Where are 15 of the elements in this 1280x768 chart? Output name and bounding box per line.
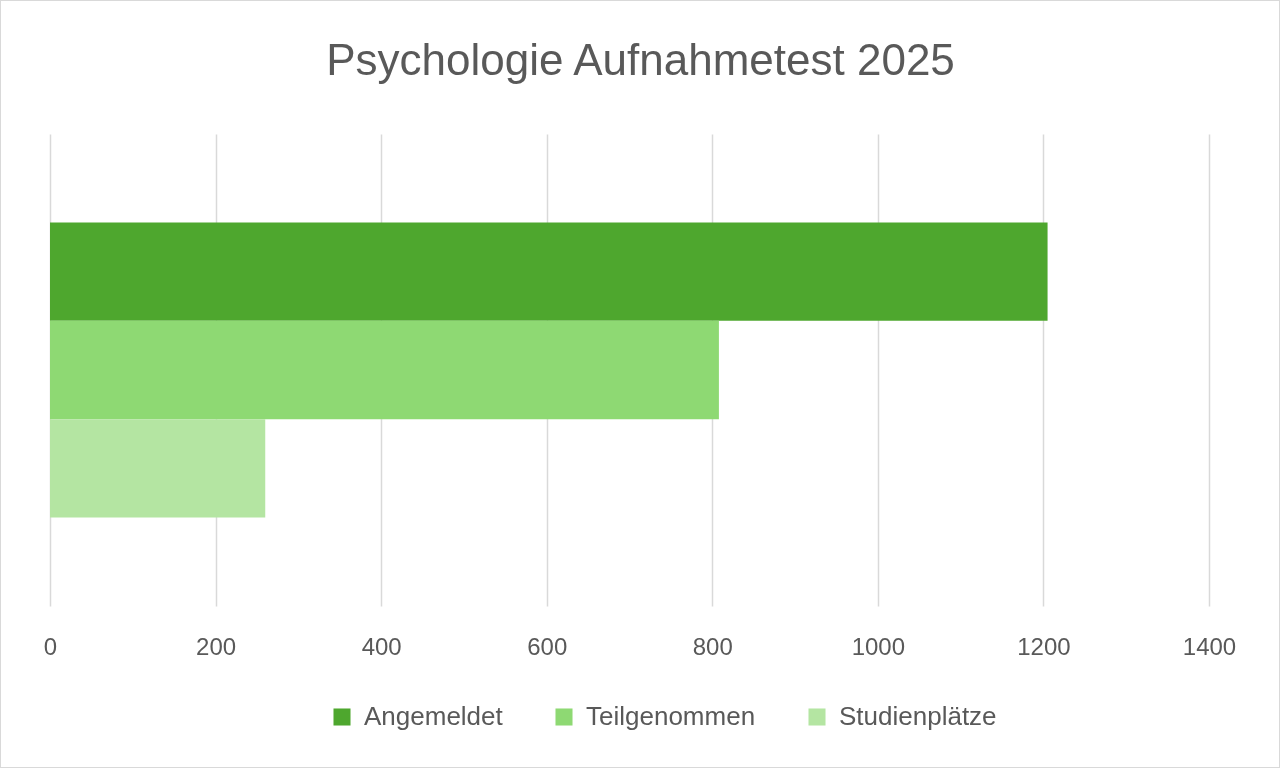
x-tick-label: 200 (196, 632, 237, 660)
x-tick-label: 800 (692, 632, 733, 660)
x-tick-label: 0 (43, 632, 58, 660)
bar (50, 419, 266, 518)
legend-label: Angemeldet (364, 701, 504, 731)
x-tick-label: 1200 (1017, 632, 1071, 660)
x-tick-label: 1000 (851, 632, 906, 660)
x-tick-label: 1400 (1182, 632, 1237, 660)
legend-label: Teilgenommen (586, 701, 756, 731)
legend-label: Studienplätze (839, 701, 997, 731)
bar (50, 222, 1048, 321)
chart-title: Psychologie Aufnahmetest 2025 (326, 35, 955, 84)
bar (50, 320, 719, 420)
x-tick-label: 400 (361, 632, 402, 660)
x-tick-label: 600 (527, 632, 568, 660)
